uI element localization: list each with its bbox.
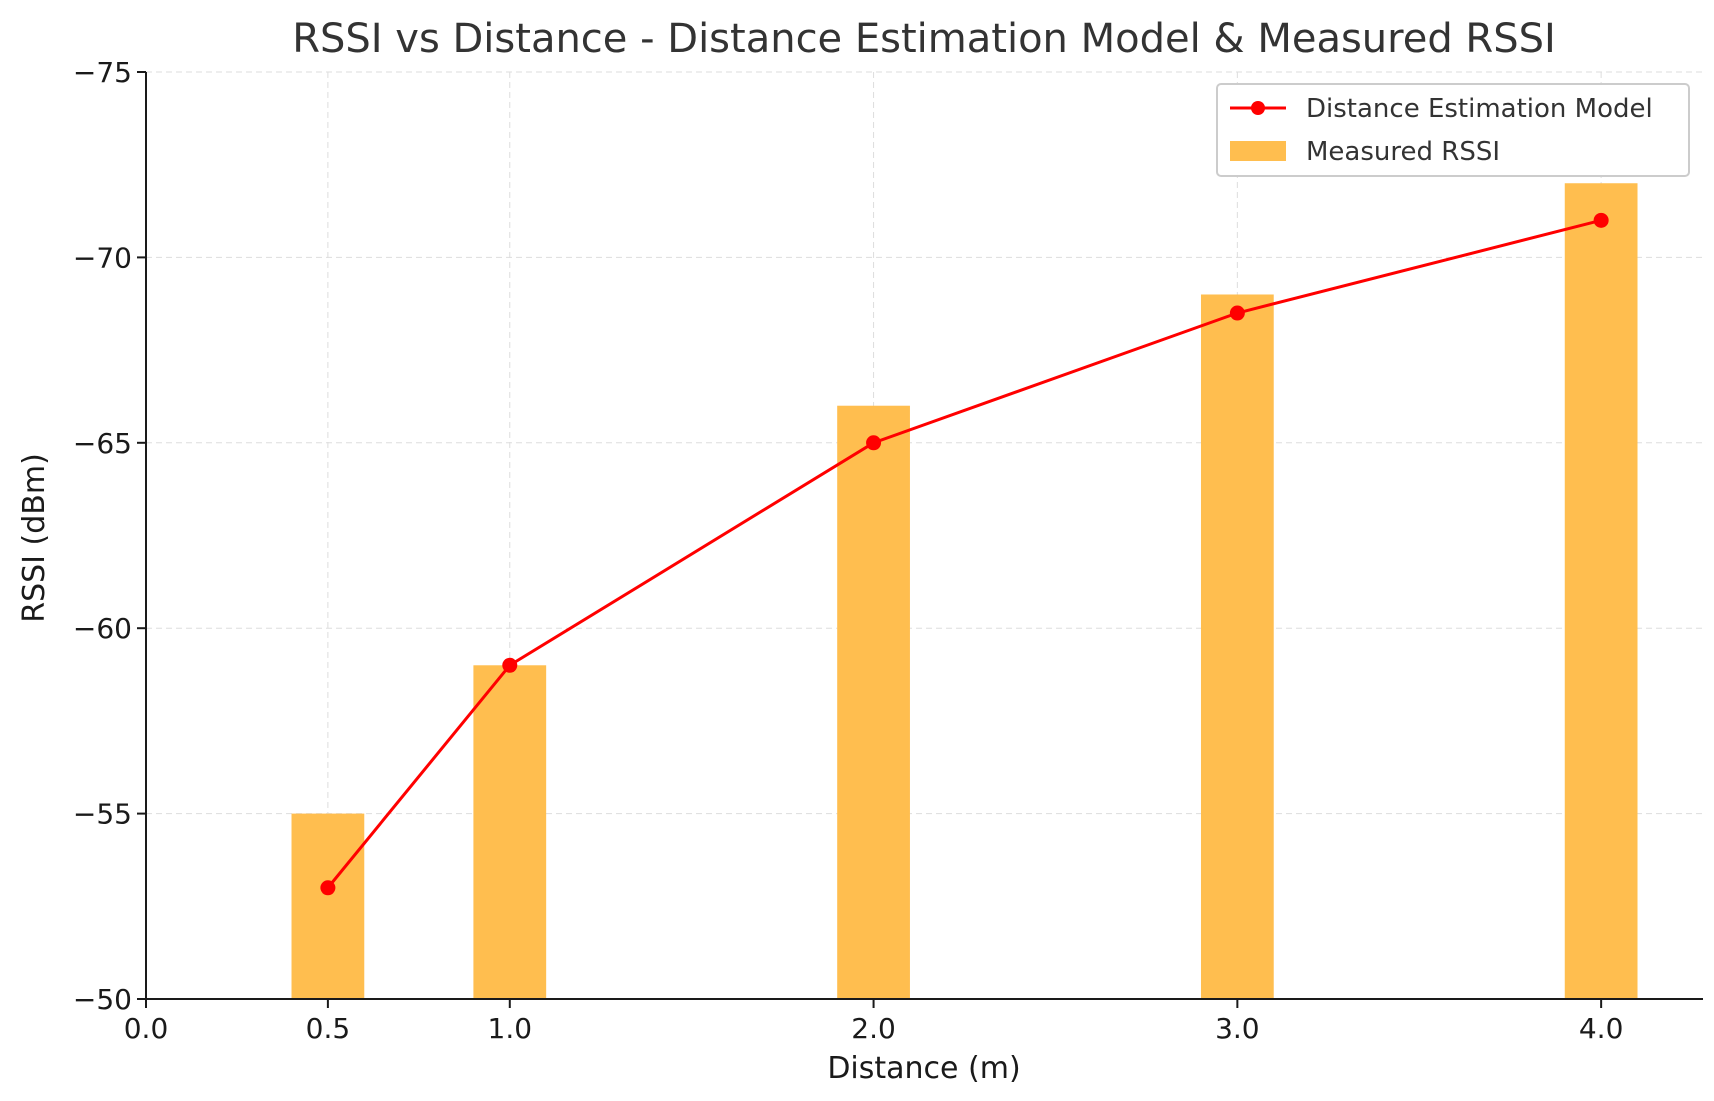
- y-tick-label-0: −75: [73, 56, 132, 89]
- bar-measured-rssi-3: [1200, 294, 1274, 1000]
- legend-bar-swatch: [1230, 141, 1286, 161]
- x-tick-label-5: 4.0: [1579, 1012, 1624, 1045]
- x-tick-label-3: 2.0: [851, 1012, 896, 1045]
- y-tick-label-3: −60: [73, 612, 132, 645]
- bar-measured-rssi-1: [473, 665, 547, 999]
- y-tick-label-2: −65: [73, 427, 132, 460]
- line-series: [320, 212, 1609, 896]
- y-axis-label: RSSI (dBm): [17, 453, 52, 623]
- legend-frame: [1216, 83, 1690, 177]
- x-tick-label-2: 1.0: [488, 1012, 533, 1045]
- point-distance-estimation-model-3: [1229, 305, 1245, 321]
- y-tick-label-4: −55: [73, 798, 132, 831]
- legend-label-measured: Measured RSSI: [1306, 137, 1500, 167]
- bar-series: [291, 183, 1638, 1000]
- legend: Distance Estimation Model Measured RSSI: [1216, 83, 1690, 177]
- bar-measured-rssi-4: [1564, 183, 1638, 1000]
- x-tick-label-1: 0.5: [306, 1012, 351, 1045]
- legend-line-marker: [1251, 101, 1265, 115]
- x-tick-label-0: 0.0: [124, 1012, 169, 1045]
- axes: [137, 71, 1703, 1008]
- y-tick-label-5: −50: [73, 983, 132, 1016]
- point-distance-estimation-model-2: [866, 435, 882, 451]
- x-axis-label: Distance (m): [827, 1051, 1020, 1086]
- bar-measured-rssi-0: [291, 813, 365, 999]
- chart-title: RSSI vs Distance - Distance Estimation M…: [292, 16, 1556, 62]
- grid: [145, 71, 1703, 1000]
- x-tick-label-4: 3.0: [1215, 1012, 1260, 1045]
- point-distance-estimation-model-1: [502, 657, 518, 673]
- y-tick-label-1: −70: [73, 241, 132, 274]
- bar-measured-rssi-2: [837, 405, 910, 1000]
- point-distance-estimation-model-0: [320, 880, 336, 896]
- tick-labels: −75 −70 −65 −60 −55 −500.0 0.5 1.0 2.0 3.0 4.0: [73, 56, 1623, 1045]
- legend-label-model: Distance Estimation Model: [1306, 94, 1653, 124]
- point-distance-estimation-model-4: [1593, 212, 1609, 228]
